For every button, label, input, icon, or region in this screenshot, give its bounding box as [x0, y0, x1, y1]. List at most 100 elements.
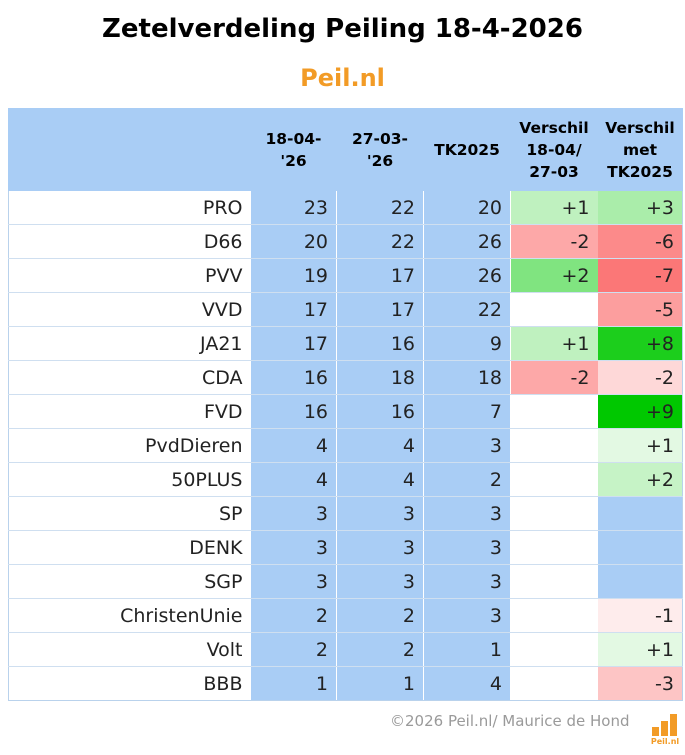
party-name: PVV: [8, 258, 251, 293]
table-row: ChristenUnie 2 2 3 -1: [8, 598, 683, 633]
header-diff-prev: Verschil 18-04/27-03: [510, 108, 598, 191]
chart-title: Zetelverdeling Peiling 18-4-2026: [102, 14, 583, 44]
seats-previous: 4: [336, 428, 424, 463]
seats-tk2025: 3: [423, 564, 511, 599]
diff-tk2025: +1: [597, 632, 683, 667]
seats-current: 23: [250, 191, 337, 225]
party-name: FVD: [8, 394, 251, 429]
table-row: CDA 16 18 18 -2 -2: [8, 360, 683, 395]
party-name: VVD: [8, 292, 251, 327]
seats-previous: 3: [336, 530, 424, 565]
table-row: FVD 16 16 7 +9: [8, 394, 683, 429]
seats-current: 17: [250, 326, 337, 361]
seats-current: 3: [250, 496, 337, 531]
diff-tk2025: [597, 564, 683, 599]
seats-current: 2: [250, 598, 337, 633]
header-previous: 27-03- '26: [336, 108, 424, 191]
header-diff-tk: Verschil met TK2025: [597, 108, 683, 191]
seat-table: 18-04- '26 27-03- '26 TK2025 Verschil 18-04…: [8, 108, 683, 701]
seats-tk2025: 3: [423, 428, 511, 463]
party-name: BBB: [8, 666, 251, 701]
table-row: PVV 19 17 26 +2 -7: [8, 258, 683, 293]
header-tk: TK2025: [423, 108, 511, 191]
diff-tk2025: -5: [597, 292, 683, 327]
table-row: SP 3 3 3: [8, 496, 683, 531]
seats-tk2025: 26: [423, 258, 511, 293]
seats-tk2025: 26: [423, 224, 511, 259]
seats-previous: 16: [336, 394, 424, 429]
seats-current: 1: [250, 666, 337, 701]
seats-previous: 4: [336, 462, 424, 497]
seats-current: 4: [250, 462, 337, 497]
party-name: JA21: [8, 326, 251, 361]
peil-logo: Peil.nl: [648, 710, 682, 746]
diff-previous: [510, 564, 598, 599]
party-name: PRO: [8, 191, 251, 225]
logo-text: Peil.nl: [650, 737, 680, 746]
party-name: D66: [8, 224, 251, 259]
party-name: 50PLUS: [8, 462, 251, 497]
footer-credit: ©2026 Peil.nl/ Maurice de Hond: [390, 712, 630, 730]
seats-current: 3: [250, 530, 337, 565]
diff-previous: [510, 632, 598, 667]
seats-tk2025: 3: [423, 530, 511, 565]
diff-previous: +2: [510, 258, 598, 293]
diff-previous: [510, 394, 598, 429]
seats-previous: 2: [336, 598, 424, 633]
table-row: PvdDieren 4 4 3 +1: [8, 428, 683, 463]
seats-tk2025: 20: [423, 191, 511, 225]
seats-tk2025: 2: [423, 462, 511, 497]
diff-previous: [510, 496, 598, 531]
diff-tk2025: +8: [597, 326, 683, 361]
seats-current: 2: [250, 632, 337, 667]
seats-tk2025: 18: [423, 360, 511, 395]
seats-previous: 17: [336, 292, 424, 327]
diff-tk2025: -6: [597, 224, 683, 259]
diff-tk2025: -7: [597, 258, 683, 293]
seats-current: 16: [250, 360, 337, 395]
diff-tk2025: +9: [597, 394, 683, 429]
party-name: SP: [8, 496, 251, 531]
seats-previous: 2: [336, 632, 424, 667]
seats-tk2025: 3: [423, 598, 511, 633]
seats-previous: 22: [336, 224, 424, 259]
seats-tk2025: 9: [423, 326, 511, 361]
seats-current: 4: [250, 428, 337, 463]
table-row: Volt 2 2 1 +1: [8, 632, 683, 667]
diff-tk2025: +2: [597, 462, 683, 497]
table-header-row: 18-04- '26 27-03- '26 TK2025 Verschil 18-04…: [8, 108, 683, 191]
diff-tk2025: -1: [597, 598, 683, 633]
diff-tk2025: -3: [597, 666, 683, 701]
brand-subtitle: Peil.nl: [300, 64, 385, 92]
diff-previous: [510, 462, 598, 497]
seats-tk2025: 1: [423, 632, 511, 667]
seats-previous: 17: [336, 258, 424, 293]
diff-previous: [510, 598, 598, 633]
table-row: JA21 17 16 9 +1 +8: [8, 326, 683, 361]
seats-tk2025: 22: [423, 292, 511, 327]
diff-tk2025: +3: [597, 191, 683, 225]
header-party: [8, 108, 251, 191]
seats-previous: 22: [336, 191, 424, 225]
diff-previous: -2: [510, 360, 598, 395]
diff-tk2025: -2: [597, 360, 683, 395]
party-name: SGP: [8, 564, 251, 599]
party-name: PvdDieren: [8, 428, 251, 463]
seats-current: 20: [250, 224, 337, 259]
table-row: D66 20 22 26 -2 -6: [8, 224, 683, 259]
diff-previous: [510, 666, 598, 701]
diff-previous: +1: [510, 326, 598, 361]
seats-previous: 3: [336, 496, 424, 531]
seats-previous: 18: [336, 360, 424, 395]
table-row: DENK 3 3 3: [8, 530, 683, 565]
seats-tk2025: 4: [423, 666, 511, 701]
table-row: PRO 23 22 20 +1 +3: [8, 191, 683, 225]
diff-tk2025: [597, 530, 683, 565]
party-name: DENK: [8, 530, 251, 565]
diff-tk2025: [597, 496, 683, 531]
table-row: BBB 1 1 4 -3: [8, 666, 683, 701]
diff-previous: [510, 428, 598, 463]
table-row: SGP 3 3 3: [8, 564, 683, 599]
party-name: Volt: [8, 632, 251, 667]
header-current: 18-04- '26: [250, 108, 337, 191]
